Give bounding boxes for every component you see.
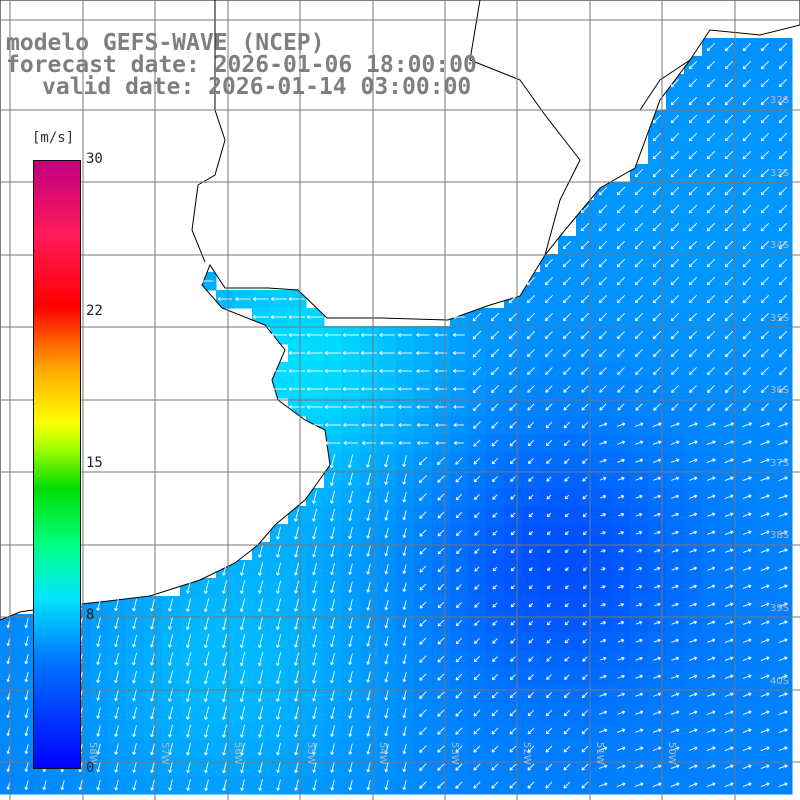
colorbar-tick-15: 15 <box>86 455 103 471</box>
lat-label: 33S <box>770 168 789 179</box>
colorbar-tick-22: 22 <box>86 303 103 319</box>
colorbar <box>33 160 81 769</box>
lon-label: 56W <box>232 742 243 765</box>
colorbar-tick-30: 30 <box>86 151 103 167</box>
lon-label: 55W <box>305 742 316 765</box>
lat-label: 38S <box>770 530 789 541</box>
border-line <box>469 0 581 256</box>
colorbar-unit: [m/s] <box>32 130 75 146</box>
lat-label: 37S <box>770 458 789 469</box>
lon-label: 53W <box>449 742 460 765</box>
valid-date: valid date: 2026-01-14 03:00:00 <box>42 74 472 100</box>
model-title: modelo GEFS-WAVE (NCEP) <box>6 30 325 56</box>
lat-label: 36S <box>770 385 789 396</box>
lon-label: 52W <box>521 742 532 765</box>
lagoon-line <box>639 59 691 111</box>
lat-label: 39S <box>770 603 789 614</box>
lat-label: 34S <box>770 240 789 251</box>
lon-label: 57W <box>159 742 170 765</box>
lat-label: 32S <box>770 95 789 106</box>
colorbar-tick-0: 0 <box>86 760 95 776</box>
lon-label: 50W <box>666 742 677 765</box>
lon-label: 54W <box>377 742 388 765</box>
colorbar-tick-8: 8 <box>86 607 95 623</box>
land-area <box>0 0 800 621</box>
forecast-date: forecast date: 2026-01-06 18:00:00 <box>6 52 477 78</box>
lat-label: 35S <box>770 313 789 324</box>
wind-arrows <box>6 43 788 791</box>
lon-label: 58W <box>87 742 98 765</box>
lat-label: 40S <box>770 676 789 687</box>
lon-label: 51W <box>594 742 605 765</box>
